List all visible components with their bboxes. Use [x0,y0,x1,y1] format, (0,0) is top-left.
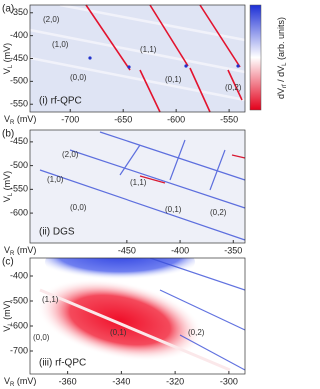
cb-symbol: dV [276,66,286,77]
heatmap-image-b [30,130,246,243]
axis-symbol: V [2,326,12,332]
x-tick-label: -650 [114,114,132,124]
x-tick-label: -550 [220,114,238,124]
axis-subscript: R [10,251,15,257]
y-tick-label: -450 [10,136,28,146]
state-label: (1,1) [140,45,157,54]
y-tick-label: -600 [10,320,28,330]
axis-unit: (mV) [2,171,12,191]
axis-subscript: R [10,120,15,126]
y-tick-label: -500 [10,295,28,305]
state-label: (0,2) [188,328,205,337]
y-tick-label: -500 [10,160,28,170]
cb-sub: rf [282,84,288,88]
colorbar-label: dVrf / dVL (arb. units) [276,17,287,99]
axis-unit: (mV) [17,376,37,386]
cb-slash: / [276,77,286,85]
axis-subscript: L [8,192,14,196]
axis-subscript: L [8,64,14,68]
axis-symbol: V [4,245,10,255]
x-tick-label: -350 [224,245,242,255]
x-tick-label: -700 [61,114,79,124]
y-tick-label: -350 [10,7,28,17]
axis-unit: (mV) [17,114,37,124]
x-tick-label: -360 [59,376,77,386]
axis-label: VL (mV) [2,300,13,331]
y-tick-label: -450 [10,53,28,63]
cb-unit: (arb. units) [276,17,286,60]
panel-caption: (iii) rf-QPC [39,358,86,369]
state-label: (2,0) [62,150,79,159]
cb-sub: L [282,62,288,66]
plot-frame [29,257,246,375]
y-tick-label: -400 [10,270,28,280]
state-label: (0,0) [33,333,50,342]
state-label: (0,2) [225,83,242,92]
x-tick-label: -300 [220,376,238,386]
axis-subscript: L [8,322,14,326]
y-tick-label: -550 [10,99,28,109]
heatmap-image-a [29,3,246,113]
plot-frame [29,129,246,244]
cb-symbol: dV [276,88,286,99]
colorbar [249,4,262,111]
x-tick-label: -400 [171,245,189,255]
axis-label: VL (mV) [2,171,13,202]
state-label: (0,0) [70,203,87,212]
axis-symbol: V [4,376,10,386]
y-tick-label: -550 [10,184,28,194]
y-tick-label: -500 [10,76,28,86]
axis-label: VL (mV) [2,43,13,74]
state-label: (1,1) [42,295,59,304]
state-label: (2,0) [43,15,60,24]
state-label: (0,0) [70,73,87,82]
panel-caption: (ii) DGS [39,227,75,238]
y-tick-label: -600 [10,207,28,217]
panel-label: (b) [2,129,14,140]
axis-unit: (mV) [17,245,37,255]
panel-label: (a) [2,4,14,15]
axis-label: VR (mV) [4,114,36,125]
heatmap-image-c [30,258,245,374]
axis-symbol: V [2,68,12,74]
axis-symbol: V [4,114,10,124]
state-label: (0,1) [165,75,182,84]
axis-subscript: R [10,382,15,388]
state-label: (0,1) [110,328,127,337]
y-tick-label: -700 [10,345,28,355]
axis-unit: (mV) [2,43,12,63]
x-tick-label: -340 [112,376,130,386]
axis-unit: (mV) [2,300,12,320]
axis-label: VR (mV) [4,245,36,256]
panel-caption: (i) rf-QPC [39,96,82,107]
panel-label: (c) [2,257,14,268]
state-label: (1,0) [52,40,69,49]
state-label: (0,2) [210,208,227,217]
y-tick-label: -400 [10,30,28,40]
state-label: (1,1) [130,178,147,187]
state-label: (0,1) [165,205,182,214]
x-tick-label: -600 [167,114,185,124]
axis-label: VR (mV) [4,376,36,387]
x-tick-label: -320 [166,376,184,386]
axis-symbol: V [2,196,12,202]
state-label: (1,0) [47,175,64,184]
x-tick-label: -450 [118,245,136,255]
